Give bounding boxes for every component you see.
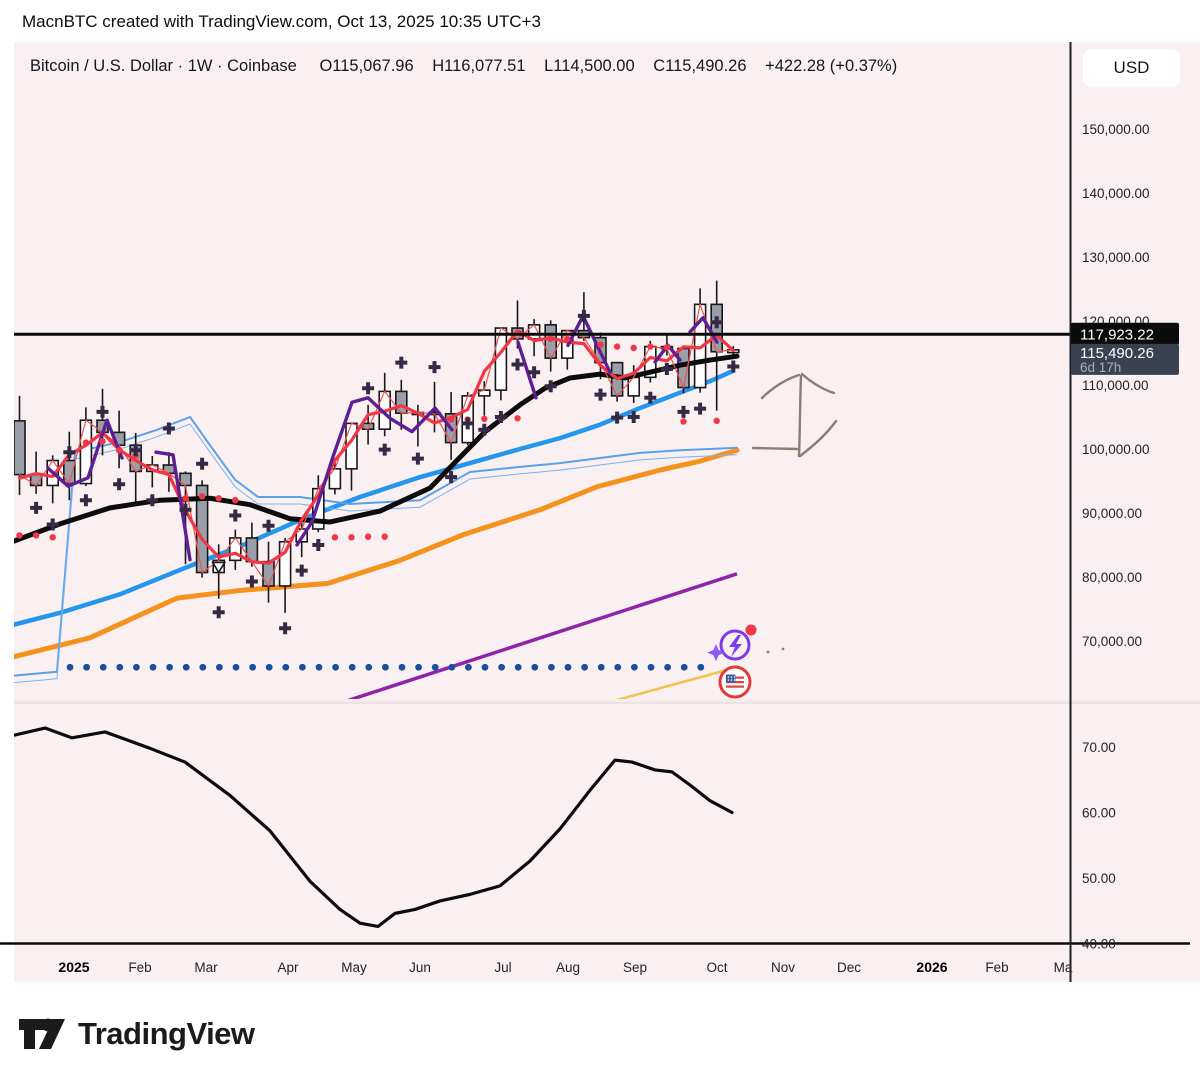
purple-zigzag-segments	[46, 314, 719, 562]
blue-ma-line	[14, 368, 736, 627]
orange-ma-line	[14, 447, 740, 660]
pane-divider[interactable]	[14, 699, 1200, 703]
candle	[179, 472, 192, 487]
svg-text:Dec: Dec	[837, 960, 861, 975]
rsi-line	[14, 726, 734, 929]
plus-markers	[30, 309, 740, 635]
price-line-label: 117,923.22	[1071, 322, 1179, 345]
rsi-pane[interactable]	[14, 726, 734, 929]
svg-text:150,000.00: 150,000.00	[1082, 122, 1150, 137]
attribution-bar: MacnBTC created with TradingView.com, Oc…	[22, 12, 541, 31]
ohlc-high: H116,077.51	[432, 57, 526, 75]
thin-red-line	[18, 303, 734, 587]
svg-text:Oct: Oct	[706, 960, 727, 975]
candlesticks	[14, 280, 740, 613]
chart-background	[14, 42, 1200, 982]
light-blue-ma-line	[14, 416, 738, 677]
svg-text:Feb: Feb	[128, 960, 151, 975]
price-axis[interactable]: 150,000.00140,000.00130,000.00120,000.00…	[1082, 122, 1150, 952]
svg-text:100,000.00: 100,000.00	[1082, 442, 1150, 457]
triangle-down-marker	[211, 561, 227, 574]
svg-text:130,000.00: 130,000.00	[1082, 250, 1150, 265]
red-signal-line	[17, 329, 735, 565]
svg-text:Nov: Nov	[771, 960, 795, 975]
candle	[262, 560, 275, 587]
svg-text:50.00: 50.00	[1082, 871, 1116, 886]
candle	[278, 540, 292, 587]
ohlc-change: +422.28 (+0.37%)	[765, 57, 898, 75]
candle	[627, 376, 641, 397]
svg-text:Ma: Ma	[1054, 960, 1073, 975]
svg-text:Jun: Jun	[409, 960, 431, 975]
blue-dotted-line	[66, 663, 705, 671]
time-axis[interactable]: 2025 Feb Mar Apr May Jun Jul Aug Sep Oct Nov Dec 202…	[58, 959, 1072, 975]
svg-text:Aug: Aug	[556, 960, 580, 975]
symbol-header: Bitcoin / U.S. Dollar · 1W · Coinbase O1…	[30, 57, 911, 76]
yellow-trendline	[608, 666, 738, 701]
tradingview-logo-icon	[19, 1018, 65, 1049]
tradingview-logo[interactable]: TradingView	[18, 1012, 255, 1056]
main-pane[interactable]	[0, 280, 740, 712]
tradingview-logo-text: TradingView	[78, 1016, 255, 1051]
notification-dot	[745, 624, 757, 636]
svg-text:Feb: Feb	[985, 960, 1008, 975]
svg-text:115,490.26: 115,490.26	[1080, 345, 1154, 362]
svg-text:70,000.00: 70,000.00	[1082, 634, 1142, 649]
svg-text:90,000.00: 90,000.00	[1082, 506, 1142, 521]
sparkle-icon	[707, 644, 725, 662]
ai-flash-icon[interactable]	[707, 624, 757, 662]
svg-text:140,000.00: 140,000.00	[1082, 186, 1150, 201]
svg-text:70.00: 70.00	[1082, 740, 1116, 755]
svg-text:2025: 2025	[58, 959, 89, 975]
symbol-title: Bitcoin / U.S. Dollar · 1W · Coinbase	[30, 57, 297, 75]
candle	[14, 420, 26, 476]
svg-text:Jul: Jul	[494, 960, 511, 975]
svg-text:80,000.00: 80,000.00	[1082, 570, 1142, 585]
svg-text:Sep: Sep	[623, 960, 647, 975]
ohlc-low: L114,500.00	[544, 57, 635, 75]
svg-text:60.00: 60.00	[1082, 806, 1116, 821]
svg-text:110,000.00: 110,000.00	[1082, 378, 1149, 393]
svg-text:2026: 2026	[916, 959, 947, 975]
svg-text:Apr: Apr	[277, 960, 299, 975]
svg-text:117,923.22: 117,923.22	[1080, 326, 1154, 343]
arrow-sketch[interactable]	[751, 372, 838, 654]
svg-text:Mar: Mar	[194, 960, 218, 975]
thin-blue-ma-line	[14, 423, 738, 684]
svg-text:May: May	[341, 960, 367, 975]
ohlc-open: O115,067.96	[319, 57, 414, 75]
us-flag-event-icon[interactable]	[718, 665, 752, 699]
purple-trendline	[340, 572, 738, 701]
currency-toggle-button[interactable]: USD	[1083, 49, 1180, 87]
ohlc-close: C115,490.26	[653, 57, 747, 75]
svg-text:40.00: 40.00	[1082, 937, 1116, 952]
candle	[394, 390, 408, 414]
bar-countdown: 6d 17h	[1080, 360, 1121, 375]
candle	[62, 459, 76, 485]
black-ma-line	[14, 353, 740, 544]
